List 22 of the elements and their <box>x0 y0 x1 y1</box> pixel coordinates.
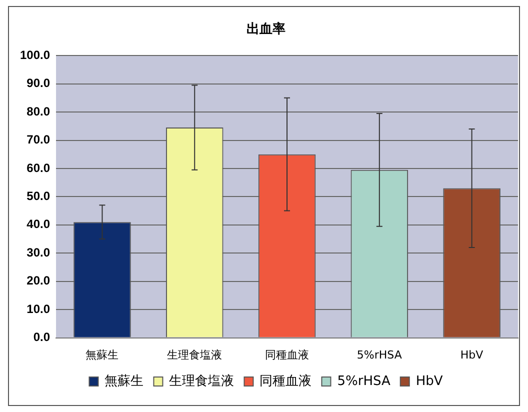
chart-title: 出血率 <box>246 21 286 38</box>
x-tick-label: 生理食塩液 <box>167 348 222 362</box>
legend-label: 同種血液 <box>260 374 312 389</box>
y-tick-label: 20.0 <box>26 274 50 288</box>
legend-label: 5%rHSA <box>337 374 390 389</box>
y-tick-label: 90.0 <box>26 76 50 90</box>
y-tick-label: 10.0 <box>26 302 50 316</box>
x-tick-label: 5%rHSA <box>356 348 402 362</box>
y-tick-label: 60.0 <box>26 160 50 175</box>
x-tick-label: 同種血液 <box>265 348 310 362</box>
y-tick-label: 30.0 <box>26 245 50 260</box>
y-tick-label: 50.0 <box>26 189 50 204</box>
y-tick-label: 0.0 <box>33 330 50 344</box>
y-tick-label: 40.0 <box>26 217 50 232</box>
x-tick-label: 無蘇生 <box>86 348 119 362</box>
x-tick-label: HbV <box>460 348 484 362</box>
y-tick-label: 80.0 <box>26 104 50 118</box>
y-tick-label: 100.0 <box>20 48 50 62</box>
legend-label: 生理食塩液 <box>169 374 234 389</box>
y-tick-label: 70.0 <box>26 132 50 147</box>
legend-label: HbV <box>416 374 443 389</box>
legend-label: 無蘇生 <box>104 374 144 389</box>
